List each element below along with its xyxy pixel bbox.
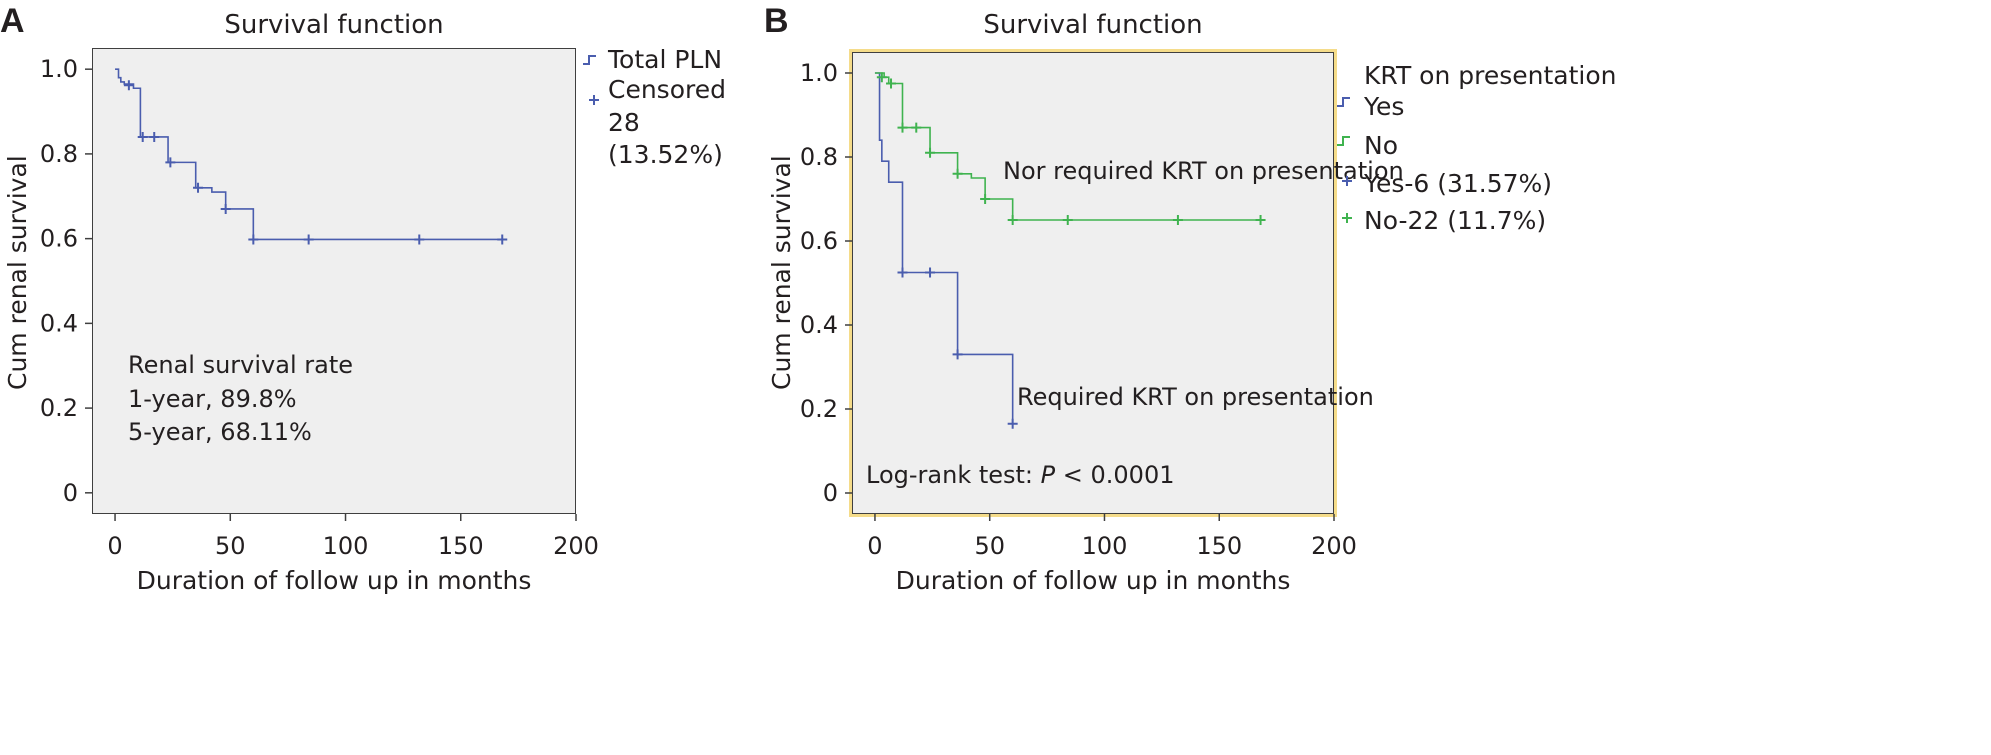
- panel-b-y-tick-label: 0.6: [800, 227, 838, 255]
- panel-a-y-tick-label: 0.8: [40, 140, 78, 168]
- panel-b-legend-no: No: [1364, 131, 1398, 160]
- panel-a-y-tick-label: 1.0: [40, 55, 78, 83]
- panel-a-x-tick-label: 100: [323, 532, 369, 560]
- panel-b-censor-mark: [952, 349, 963, 360]
- panel-a-censor-mark: [123, 80, 134, 91]
- panel-b-title: Survival function: [983, 10, 1203, 40]
- panel-b-censor-mark: [897, 267, 908, 278]
- panel-b-censor-mark: [886, 78, 897, 89]
- panel-a-series-total-pln-line: [115, 68, 503, 241]
- panel-b-legend-no-censor-marker: [1342, 213, 1352, 223]
- panel-b-y-tick-label: 1.0: [800, 59, 838, 87]
- panel-a-y-tick-label: 0.2: [40, 394, 78, 422]
- panel-a-title: Survival function: [224, 10, 444, 40]
- panel-a-legend-total-pln: Total PLN: [608, 45, 723, 74]
- panel-a-annotation-1-year: 1-year, 89.8%: [128, 385, 297, 413]
- panel-a-censor-mark: [248, 234, 259, 245]
- panel-b-series-yes-line: [874, 72, 1014, 424]
- panel-b-plot-area: [852, 52, 1334, 514]
- panel-b-annotation-not-required: Nor required KRT on presentation: [1003, 157, 1404, 185]
- panel-b-censor-mark: [1007, 418, 1018, 429]
- panel-a-x-tick-label: 0: [107, 532, 122, 560]
- panel-b-y-tick-label: 0.2: [800, 395, 838, 423]
- panel-b-censor-mark: [911, 122, 922, 133]
- panel-a-x-tick-label: 200: [553, 532, 599, 560]
- panel-b-legend-yes-censored: Yes-6 (31.57%): [1364, 169, 1553, 198]
- panel-a-x-tick-label: 150: [438, 532, 484, 560]
- panel-b-x-axis-label: Duration of follow up in months: [895, 566, 1291, 595]
- panel-b-censor-mark: [925, 267, 936, 278]
- panel-b-legend-yes-marker: [1337, 97, 1350, 107]
- panel-b-legend-title: KRT on presentation: [1364, 61, 1617, 90]
- panel-b-censor-mark: [1172, 215, 1183, 225]
- panel-a-letter: A: [0, 2, 25, 40]
- panel-a-legend-censored: Censored 28 (13.52%): [608, 75, 726, 169]
- panel-b-censor-mark: [952, 168, 963, 179]
- panel-b-censor-mark: [925, 147, 936, 158]
- panel-b-legend-yes-censor-marker: [1342, 176, 1352, 186]
- panel-a-censor-mark: [137, 131, 148, 142]
- panel-b-legend-no-censored: No-22 (11.7%): [1364, 206, 1547, 235]
- panel-a-censor-mark: [414, 234, 425, 245]
- panel-b-x-tick-label: 150: [1196, 532, 1242, 560]
- panel-b-censor-mark: [897, 122, 908, 133]
- panel-a-y-tick-label: 0: [63, 479, 78, 507]
- panel-a-plot-area: [92, 48, 576, 514]
- panel-b-censor-mark: [1255, 215, 1266, 225]
- panel-a-censor-mark: [497, 234, 508, 245]
- panel-b-y-tick-label: 0.4: [800, 311, 838, 339]
- panel-b-censor-mark: [980, 194, 991, 204]
- panel-b-censor-mark: [1007, 215, 1018, 225]
- panel-a-y-tick-label: 0.4: [40, 309, 78, 337]
- panel-b-x-tick-label: 100: [1082, 532, 1128, 560]
- panel-b-censor-mark: [1062, 215, 1073, 225]
- panel-a-censor-mark: [303, 234, 314, 245]
- panel-b-legend-yes: Yes: [1364, 92, 1405, 121]
- panel-b-x-tick-label: 200: [1311, 532, 1357, 560]
- panel-a-censor-mark: [149, 131, 160, 142]
- panel-a-legend-step-marker: [583, 55, 596, 65]
- panel-b-letter: B: [764, 2, 789, 40]
- panel-a-annotation-title: Renal survival rate: [128, 351, 353, 379]
- panel-a-x-axis-label: Duration of follow up in months: [136, 566, 532, 595]
- panel-a-legend-censor-marker: [589, 95, 599, 105]
- panel-b-censor-mark: [876, 72, 887, 83]
- panel-a-censor-mark: [220, 203, 231, 214]
- panel-a-x-tick-label: 50: [215, 532, 246, 560]
- panel-b-legend-no-marker: [1337, 136, 1350, 146]
- panel-b-annotation-required: Required KRT on presentation: [1017, 383, 1374, 411]
- panel-b-x-tick-label: 0: [867, 532, 882, 560]
- panel-a-y-tick-label: 0.6: [40, 225, 78, 253]
- panel-b-log-rank-test: Log-rank test: P < 0.0001: [866, 461, 1175, 489]
- panel-a-censor-mark: [165, 157, 176, 168]
- panel-b-y-tick-label: 0: [823, 479, 838, 507]
- panel-b-series-no-line: [874, 72, 1261, 221]
- panel-b-x-tick-label: 50: [974, 532, 1005, 560]
- panel-a-censor-mark: [193, 182, 204, 193]
- panel-b-y-tick-label: 0.8: [800, 143, 838, 171]
- panel-a-annotation-5-year: 5-year, 68.11%: [128, 418, 312, 446]
